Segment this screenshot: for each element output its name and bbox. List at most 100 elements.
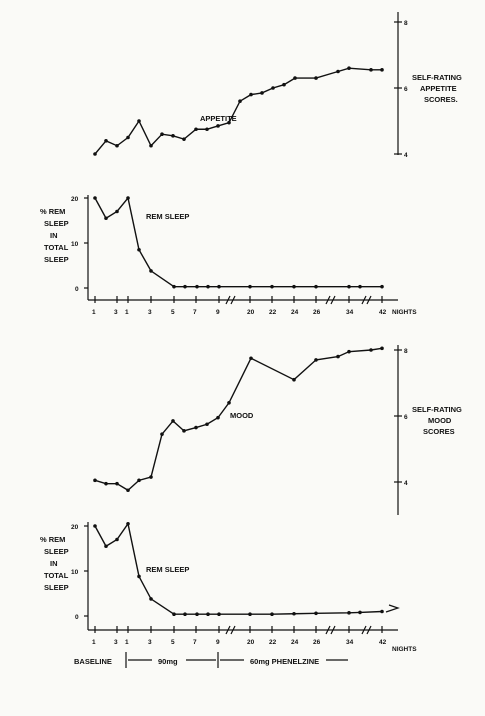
- appetite-data-point: [314, 76, 318, 80]
- mood-data-point: [160, 432, 164, 436]
- mood-data-point: [216, 415, 220, 420]
- appetite-data-point: [115, 143, 119, 148]
- rem2-axis-break: [361, 625, 372, 635]
- appetite-data-point: [160, 132, 164, 136]
- appetite-data-point: [260, 91, 264, 95]
- mood-data-point: [104, 481, 108, 486]
- appetite-data-point: [171, 134, 175, 138]
- appetite-points: [93, 66, 384, 156]
- rem2-x-tick-label: 3: [148, 639, 152, 646]
- rem1-x-tick-label: 1: [92, 309, 96, 316]
- rem2-x-tick-label: 34: [346, 639, 354, 646]
- rem1-points: [93, 196, 384, 289]
- appetite-data-point: [104, 139, 108, 143]
- rem2-ylabel-line: SLEEP: [44, 583, 69, 592]
- mood-series-line: [94, 347, 383, 492]
- rem1-annotation: REM SLEEP: [146, 212, 189, 221]
- phase-60mg-label: 60mg PHENELZINE: [250, 657, 319, 666]
- rem1-data-point: [115, 209, 119, 214]
- mood-annotation: MOOD: [230, 411, 254, 420]
- rem1-data-point: [183, 284, 187, 289]
- appetite-ylabel-line: APPETITE: [420, 84, 457, 93]
- rem2-x-tick-label: 7: [193, 639, 197, 646]
- rem1-ylabel-line: IN: [50, 231, 58, 240]
- rem2-data-point: [206, 612, 210, 616]
- appetite-annotation: APPETITE: [200, 114, 237, 123]
- rem2-y-tick-label: 10: [71, 569, 79, 576]
- appetite-data-point: [205, 127, 209, 132]
- rem2-x-tick-label: 1: [92, 639, 96, 646]
- rem2-y-tick-label: 0: [75, 614, 79, 621]
- rem2-x-tick-label: 22: [269, 639, 277, 646]
- rem2-data-point: [195, 612, 199, 616]
- phase-baseline-label: BASELINE: [74, 657, 112, 666]
- mood-data-point: [182, 429, 186, 433]
- rem2-data-point: [126, 521, 130, 526]
- mood-data-point: [149, 475, 153, 479]
- rem1-x-tick-label: 26: [313, 309, 321, 316]
- rem1-axis-break: [325, 295, 336, 305]
- appetite-data-point: [137, 119, 141, 123]
- rem2-data-point: [380, 609, 384, 614]
- rem2-axis-break: [325, 625, 336, 635]
- rem1-data-point: [206, 284, 210, 289]
- arrow-icon: [385, 604, 400, 613]
- rem2-data-point: [172, 612, 176, 616]
- rem2-x-tick-label: 5: [171, 639, 175, 646]
- rem1-data-point: [172, 284, 176, 289]
- rem2-x-tick-label: 42: [379, 639, 387, 646]
- appetite-data-point: [182, 137, 186, 141]
- mood-points: [93, 346, 384, 493]
- rem1-data-point: [347, 284, 351, 289]
- rem1-x-tick-label: 5: [171, 309, 175, 316]
- appetite-data-point: [249, 92, 253, 97]
- rem2-data-point: [104, 544, 108, 549]
- appetite-data-point: [238, 99, 242, 103]
- rem2-ylabel-line: % REM: [40, 535, 65, 544]
- appetite-data-point: [216, 124, 220, 128]
- mood-data-point: [380, 346, 384, 351]
- appetite-data-point: [336, 69, 340, 74]
- rem1-ylabel-line: TOTAL: [44, 243, 69, 252]
- mood-y-tick-label: 4: [404, 480, 408, 487]
- mood-ylabel-line: SCORES: [423, 427, 455, 436]
- rem1-data-point: [248, 284, 252, 289]
- mood-y-tick-label: 8: [404, 348, 408, 355]
- mood-data-point: [227, 401, 231, 405]
- rem2-x-ticks: 1 3 1 3 5 7 9 20 22 24 26 34 42: [92, 625, 387, 646]
- rem1-x-tick-label: 42: [379, 309, 387, 316]
- rem2-y-tick-label: 20: [71, 524, 79, 531]
- appetite-data-point: [293, 76, 297, 80]
- rem2-series-line: [94, 522, 383, 615]
- rem2-ylabel-line: TOTAL: [44, 571, 69, 580]
- rem-sleep-chart-top: 20 10 0 % REM SLEEP IN TOTAL SLEEP REM S…: [40, 195, 417, 316]
- rem2-data-point: [347, 611, 351, 615]
- rem2-points: [93, 521, 384, 616]
- mood-data-point: [137, 478, 141, 483]
- rem1-data-point: [380, 284, 384, 289]
- rem1-axis-break: [225, 295, 236, 305]
- appetite-data-point: [271, 86, 275, 90]
- rem1-x-tick-label: 34: [346, 309, 354, 316]
- rem2-x-tick-label: 20: [247, 639, 255, 646]
- rem2-x-tick-label: 9: [216, 639, 220, 646]
- rem1-x-tick-label: 3: [114, 309, 118, 316]
- appetite-data-point: [369, 68, 373, 72]
- rem2-data-point: [183, 612, 187, 616]
- appetite-y-tick-label: 8: [404, 20, 408, 27]
- rem2-data-point: [149, 597, 153, 601]
- rem2-x-suffix: NIGHTS: [392, 646, 417, 653]
- rem1-x-tick-label: 3: [148, 309, 152, 316]
- rem1-data-point: [314, 284, 318, 289]
- mood-data-point: [205, 422, 209, 427]
- mood-data-point: [115, 481, 119, 486]
- rem1-ylabel-line: % REM: [40, 207, 65, 216]
- mood-y-tick-label: 6: [404, 414, 408, 421]
- appetite-data-point: [126, 135, 130, 140]
- rem1-x-tick-label: 7: [193, 309, 197, 316]
- rem2-axis-break: [225, 625, 236, 635]
- rem1-data-point: [358, 284, 362, 289]
- rem1-x-suffix: NIGHTS: [392, 309, 417, 316]
- rem1-x-tick-label: 9: [216, 309, 220, 316]
- mood-data-point: [171, 419, 175, 423]
